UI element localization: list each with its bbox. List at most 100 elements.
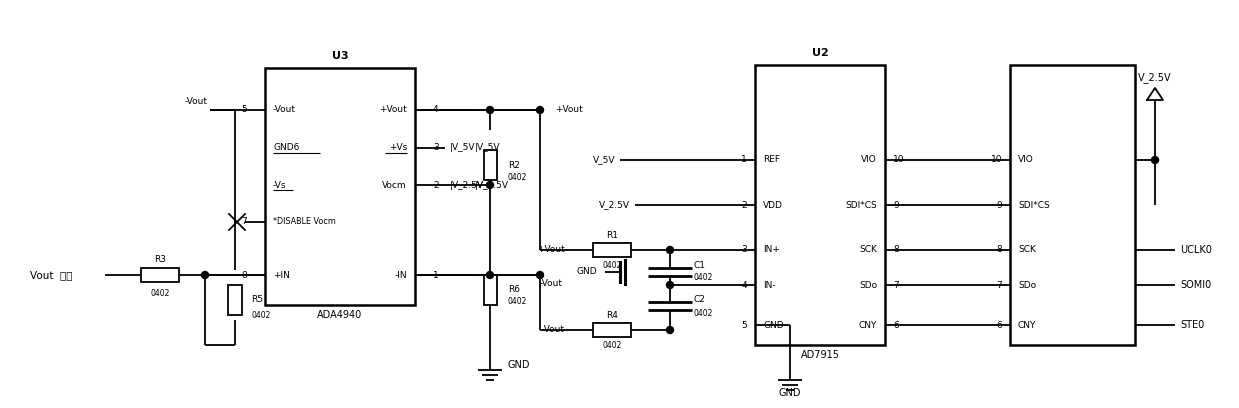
Circle shape [667,282,674,288]
Text: GND6: GND6 [273,144,300,153]
Text: V_5V: V_5V [592,155,615,164]
Text: 0402: 0402 [252,311,270,321]
Bar [483,275,497,305]
Text: ADA4940: ADA4940 [317,310,363,320]
Circle shape [536,106,544,113]
Text: +Vs: +Vs [389,144,406,153]
Text: 8: 8 [242,271,247,279]
Bar [593,243,631,257]
Text: 4: 4 [741,281,747,290]
Text: GND: GND [779,388,802,398]
Text: GND: GND [508,360,530,370]
Text: 10: 10 [893,155,904,164]
Circle shape [487,182,493,188]
Text: R6: R6 [508,286,520,295]
Text: 2: 2 [741,200,747,209]
Text: 9: 9 [893,200,898,209]
Text: +IN: +IN [273,271,290,279]
Text: C2: C2 [693,295,705,304]
Text: V_2.5V: V_2.5V [1139,73,1172,84]
Text: 1: 1 [741,155,747,164]
Text: 0402: 0402 [508,297,528,306]
Text: 7: 7 [242,217,247,226]
Text: 0402: 0402 [693,308,712,317]
Circle shape [202,271,208,279]
Text: |V_5V: |V_5V [450,144,476,153]
Bar [1010,65,1135,345]
Text: 5: 5 [741,321,747,330]
Circle shape [536,271,544,279]
Text: CNY: CNY [1018,321,1036,330]
Text: 0402: 0402 [508,173,528,182]
Text: 7: 7 [996,281,1002,290]
Circle shape [667,326,674,333]
Text: SCK: SCK [1018,246,1036,255]
Text: -Vout: -Vout [185,98,208,106]
Circle shape [1151,157,1158,164]
Text: Vout  信号: Vout 信号 [30,270,73,280]
Text: C1: C1 [693,260,705,270]
Circle shape [487,271,493,279]
Text: +Vout: +Vout [555,106,582,115]
Bar [265,68,415,305]
Text: *DISABLE Vocm: *DISABLE Vocm [273,217,336,226]
Text: SDI*CS: SDI*CS [1018,200,1049,209]
Text: SDo: SDo [1018,281,1036,290]
Text: 5: 5 [242,106,247,115]
Text: R5: R5 [252,295,263,304]
Bar [141,268,178,282]
Text: 6: 6 [893,321,898,330]
Text: SDo: SDo [859,281,877,290]
Text: 4: 4 [432,106,439,115]
Text: GND: GND [576,268,597,277]
Text: U3: U3 [332,51,348,61]
Text: 9: 9 [996,200,1002,209]
Text: SDI*CS: SDI*CS [845,200,877,209]
Text: R1: R1 [606,231,618,240]
Bar [483,150,497,180]
Text: REF: REF [763,155,781,164]
Text: IN+: IN+ [763,246,779,255]
Text: 8: 8 [893,246,898,255]
Text: 0402: 0402 [693,273,712,282]
Text: SOMI0: SOMI0 [1180,280,1212,290]
Text: 1: 1 [432,271,439,279]
Text: GND: GND [763,321,783,330]
Text: 0402: 0402 [602,262,622,271]
Bar [593,323,631,337]
Bar [755,65,885,345]
Text: VIO: VIO [1018,155,1033,164]
Text: +Vout: +Vout [379,106,406,115]
Text: R4: R4 [606,311,618,321]
Text: 7: 7 [893,281,898,290]
Text: STE0: STE0 [1180,320,1204,330]
Text: -Vout: -Vout [541,326,565,335]
Text: VIO: VIO [861,155,877,164]
Text: CNY: CNY [859,321,877,330]
Text: R3: R3 [154,255,166,264]
Text: |V_5V: |V_5V [475,144,501,153]
Text: |V_2.5V: |V_2.5V [450,180,484,189]
Text: 8: 8 [996,246,1002,255]
Text: VDD: VDD [763,200,783,209]
Text: AD7915: AD7915 [800,350,840,360]
Text: 2: 2 [432,180,439,189]
Text: |V_2.5V: |V_2.5V [475,180,509,189]
Text: Vocm: Vocm [383,180,406,189]
Bar [228,285,242,315]
Text: 6: 6 [996,321,1002,330]
Text: -IN: -IN [394,271,406,279]
Text: R2: R2 [508,160,520,169]
Text: U2: U2 [812,48,829,58]
Text: 3: 3 [741,246,747,255]
Circle shape [667,246,674,253]
Text: 3: 3 [432,144,439,153]
Text: -Vout: -Vout [540,279,563,288]
Text: -Vs: -Vs [273,180,286,189]
Text: UCLK0: UCLK0 [1180,245,1212,255]
Text: 10: 10 [990,155,1002,164]
Text: SCK: SCK [859,246,877,255]
Circle shape [487,106,493,113]
Text: V_2.5V: V_2.5V [598,200,629,209]
Text: IN-: IN- [763,281,776,290]
